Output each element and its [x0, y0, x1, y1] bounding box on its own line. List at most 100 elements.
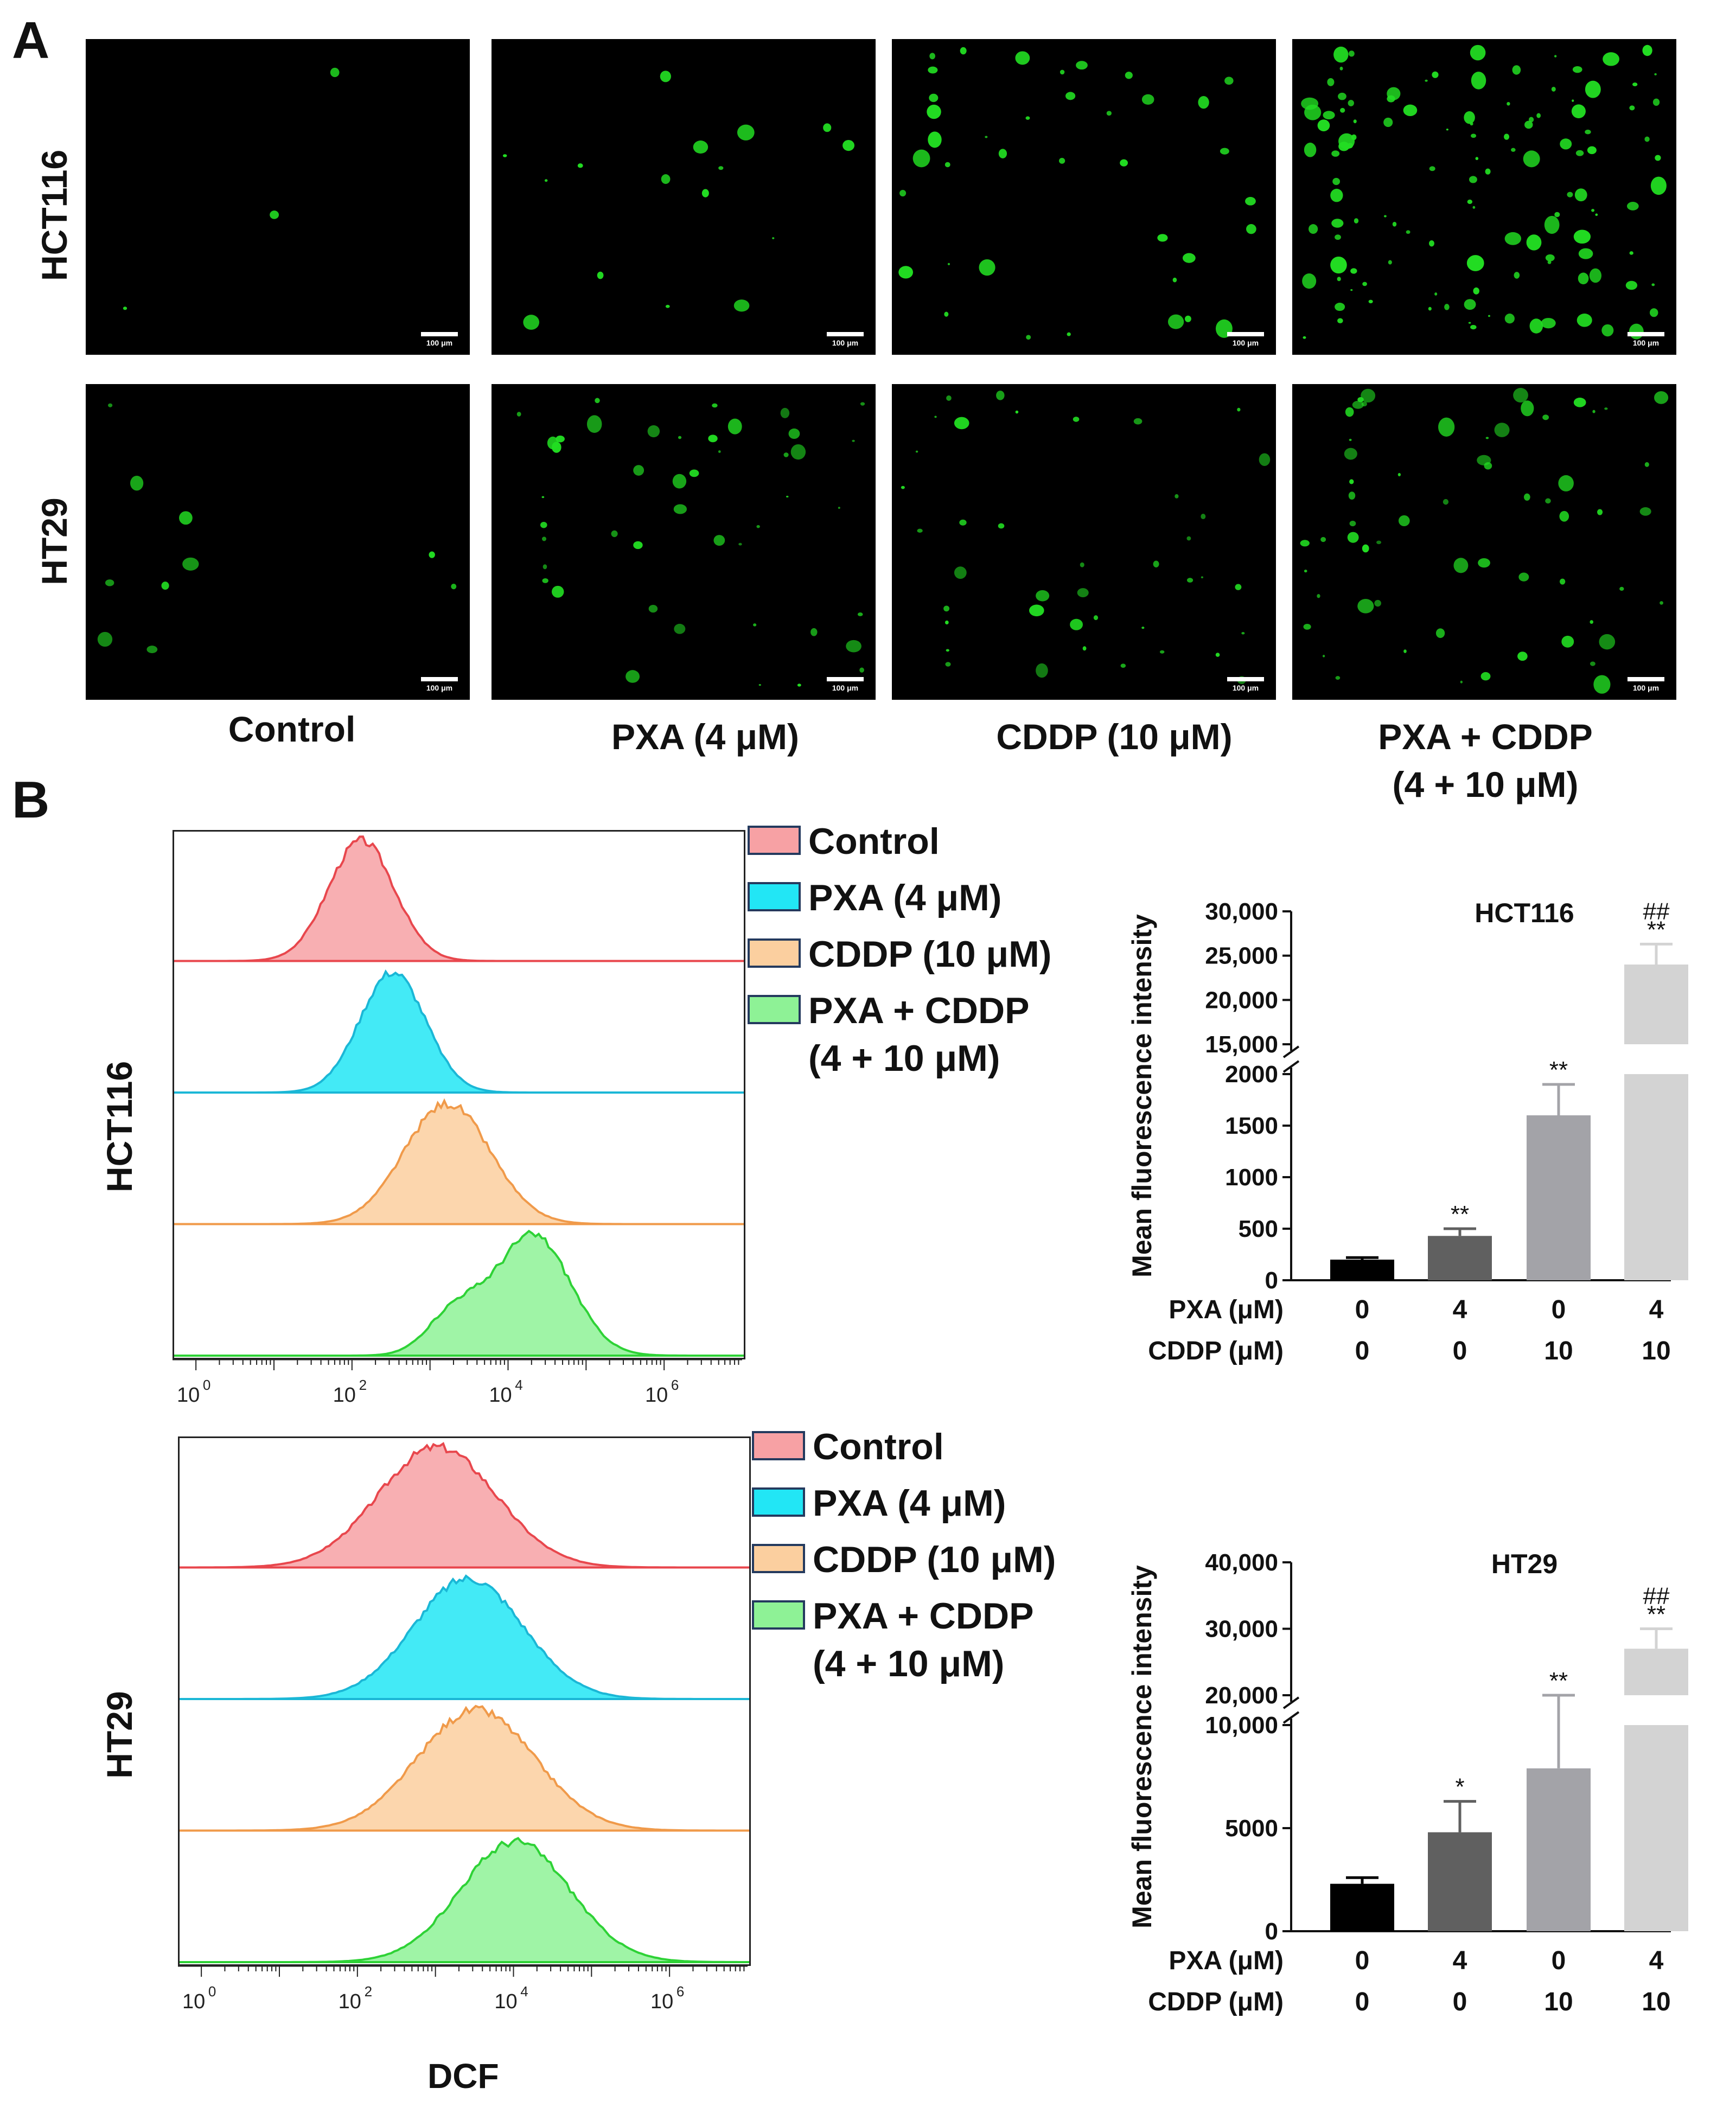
legend-label-combo-line2: (4 + 10 μM) — [808, 1038, 1000, 1079]
bar-4-lower — [1624, 1725, 1688, 1931]
micrograph-cells — [1301, 44, 1667, 340]
chart-title: HCT116 — [1475, 898, 1574, 928]
y-tick-label: 20,000 — [1205, 1682, 1278, 1709]
scale-bar-line — [421, 677, 458, 681]
y-tick-label: 40,000 — [1205, 1549, 1278, 1576]
scale-bar-label: 100 μm — [1632, 684, 1660, 692]
significance-mark: ** — [1647, 916, 1665, 943]
bar-2 — [1428, 1832, 1492, 1931]
bar-1 — [1330, 1883, 1394, 1931]
condition-value: 4 — [1453, 1295, 1467, 1324]
condition-value: 10 — [1642, 1988, 1670, 2016]
histogram-series-4 — [180, 1837, 749, 1963]
legend-item-pxa: PXA (4 μM) — [752, 1482, 1056, 1524]
histogram-hct116 — [173, 830, 745, 1359]
scale-bar: 100 μm — [1628, 677, 1664, 692]
axis-break-mark — [1282, 1711, 1300, 1724]
histogram-ht29 — [178, 1436, 751, 1966]
condition-value: 0 — [1552, 1946, 1566, 1975]
legend-item-cddp: CDDP (10 μM) — [752, 1538, 1056, 1581]
scale-bar-label: 100 μm — [832, 684, 859, 692]
y-tick-label: 1500 — [1225, 1113, 1278, 1139]
axis-tick-exponent: 0 — [203, 1377, 210, 1393]
condition-row-label: PXA (μM) — [1169, 1946, 1284, 1975]
axis-tick-label: 10 — [333, 1384, 356, 1407]
significance-mark: ** — [1647, 1601, 1665, 1628]
legend-swatch-combo — [752, 1600, 805, 1630]
scale-bar: 100 μm — [421, 677, 458, 692]
flow-row-label-ht29: HT29 — [99, 1691, 139, 1779]
bar-chart-hct116: Mean fluorescence intensityHCT1160500100… — [1127, 898, 1688, 1365]
axis-tick-exponent: 4 — [515, 1377, 522, 1393]
legend-swatch-pxa — [752, 1487, 805, 1517]
axis-tick-exponent: 6 — [676, 1983, 684, 2000]
legend-swatch-cddp — [752, 1544, 805, 1573]
histogram-ht29-plot — [180, 1442, 749, 1963]
axis-tick-exponent: 6 — [671, 1377, 679, 1393]
significance-mark: ** — [1549, 1668, 1568, 1694]
scale-bar-label: 100 μm — [832, 339, 859, 347]
bar-4-upper — [1624, 965, 1688, 1044]
condition-label-pxa: PXA (4 μM) — [611, 717, 799, 757]
axis-tick-exponent: 2 — [365, 1983, 372, 2000]
histogram-series-3 — [180, 1704, 749, 1832]
y-tick-label: 500 — [1239, 1216, 1278, 1242]
histogram-hct116-plot — [174, 835, 744, 1357]
axis-break-mark — [1282, 1696, 1300, 1709]
condition-value: 4 — [1453, 1946, 1467, 1975]
scale-bar-line — [1227, 332, 1264, 336]
axis-tick-label: 10 — [645, 1384, 668, 1407]
significance-mark: ## — [1643, 1583, 1670, 1610]
y-axis-label: Mean fluorescence intensity — [1127, 914, 1157, 1278]
legend-label-cddp: CDDP (10 μM) — [808, 934, 1052, 975]
scale-bar-line — [1628, 332, 1664, 336]
micrograph-hct116-4: 100 μm — [1292, 39, 1676, 355]
micrograph-cells — [502, 71, 855, 330]
histogram-series-2 — [174, 969, 744, 1094]
scale-bar-line — [1227, 677, 1264, 681]
legend-label-combo-line1: PXA + CDDP — [808, 990, 1030, 1031]
legend-item-pxa: PXA (4 μM) — [748, 877, 1051, 919]
condition-value: 0 — [1453, 1988, 1467, 2016]
micrograph-cells — [901, 391, 1271, 684]
condition-value: 10 — [1642, 1337, 1670, 1365]
micrograph-hct116-3: 100 μm — [892, 39, 1276, 355]
legend-label-control: Control — [808, 821, 940, 862]
condition-row-label: CDDP (μM) — [1148, 1988, 1284, 2016]
scale-bar-line — [827, 332, 864, 336]
scale-bar-line — [1628, 677, 1664, 681]
y-tick-label: 10,000 — [1205, 1712, 1278, 1739]
dcf-axis-label: DCF — [427, 2057, 499, 2096]
histogram-series-4 — [174, 1229, 744, 1357]
y-tick-label: 25,000 — [1205, 943, 1278, 969]
micrograph-cells — [1300, 388, 1669, 694]
condition-value: 4 — [1649, 1946, 1664, 1975]
micrograph-ht29-1: 100 μm — [86, 384, 470, 700]
scale-bar: 100 μm — [1227, 677, 1264, 692]
scale-bar-label: 100 μm — [1232, 684, 1259, 692]
y-tick-label: 15,000 — [1205, 1031, 1278, 1058]
axis-break-mark — [1282, 1060, 1300, 1073]
condition-label-combo-line2: (4 + 10 μM) — [1392, 764, 1579, 804]
y-tick-label: 0 — [1265, 1918, 1278, 1945]
condition-label-combo-line1: PXA + CDDP — [1378, 717, 1593, 757]
micrograph-hct116-2: 100 μm — [492, 39, 876, 355]
legend-item-control: Control — [752, 1426, 1056, 1468]
legend-hct116: Control PXA (4 μM) CDDP (10 μM) PXA + CD… — [748, 820, 1051, 1094]
axis-tick-exponent: 4 — [520, 1983, 528, 2000]
legend-label-pxa: PXA (4 μM) — [813, 1483, 1006, 1524]
histogram-series-1 — [180, 1442, 749, 1569]
legend-swatch-control — [752, 1431, 805, 1460]
scale-bar-label: 100 μm — [1632, 339, 1660, 347]
bar-chart-ht29: Mean fluorescence intensity HT29 0 5000 10,0… — [1127, 1549, 1688, 2016]
bar-2 — [1428, 1236, 1492, 1280]
legend-label-cddp: CDDP (10 μM) — [813, 1539, 1056, 1580]
scale-bar-label: 100 μm — [1232, 339, 1259, 347]
condition-value: 0 — [1355, 1988, 1370, 2016]
panel-a-label: A — [12, 11, 50, 69]
y-tick-label: 1000 — [1225, 1164, 1278, 1191]
legend-swatch-combo — [748, 995, 801, 1024]
legend-label-combo-line2: (4 + 10 μM) — [813, 1643, 1005, 1684]
axis-tick-label: 10 — [650, 1990, 673, 2013]
histogram-ht29-x-axis: 10 0 10 2 10 4 10 6 — [178, 1965, 748, 2013]
